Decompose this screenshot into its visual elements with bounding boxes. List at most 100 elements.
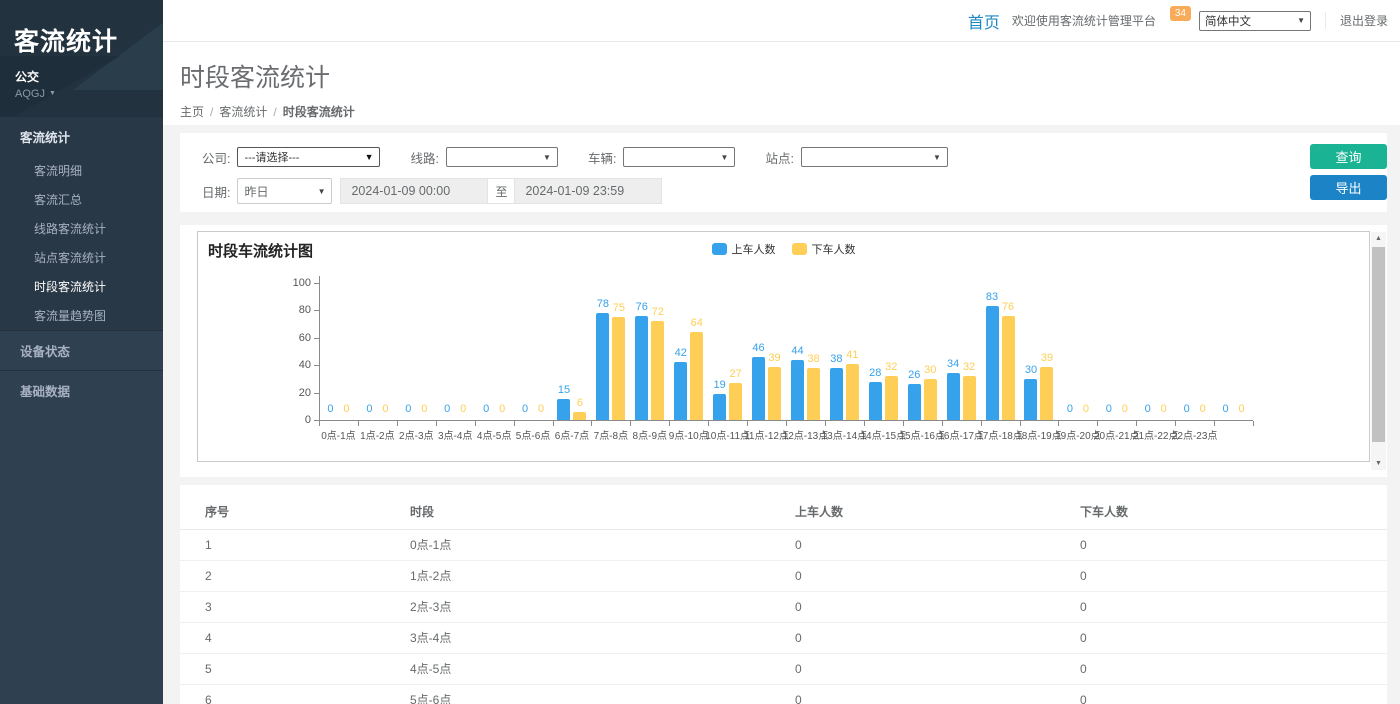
legend-item[interactable]: 下车人数 [791, 241, 856, 257]
x-category-label: 19点-20点 [1055, 431, 1101, 442]
sidebar-item[interactable]: 客流汇总 [0, 185, 163, 214]
chart-bar[interactable] [962, 376, 976, 420]
chart-bar[interactable] [768, 367, 782, 420]
chart-bar[interactable] [596, 313, 610, 420]
scroll-down-icon[interactable]: ▼ [1375, 460, 1382, 467]
company-select[interactable]: ---请选择--- ▼ [237, 147, 381, 167]
bar-value-label: 75 [612, 302, 625, 314]
chart-bar[interactable] [806, 368, 820, 420]
chart-bar[interactable] [713, 394, 727, 420]
date-to-label: 至 [488, 178, 515, 204]
legend-label: 下车人数 [811, 244, 856, 256]
chart-bar[interactable] [612, 317, 626, 420]
chart-bar[interactable] [907, 384, 921, 420]
chart-bar[interactable] [1001, 316, 1015, 420]
table-header-row: 序号 时段 上车人数 下车人数 [180, 495, 1387, 530]
bar-value-label: 32 [963, 361, 976, 373]
query-button[interactable]: 查询 [1310, 144, 1387, 169]
chart-bar[interactable] [557, 399, 571, 420]
bar-value-label: 0 [483, 403, 490, 415]
x-tick [708, 421, 710, 426]
date-preset-select[interactable]: 昨日 ▼ [237, 178, 333, 204]
bar-value-label: 27 [729, 368, 742, 380]
x-tick [474, 421, 476, 426]
x-tick [1253, 421, 1254, 426]
bar-value-label: 0 [1144, 403, 1151, 415]
x-category-label: 12点-13点 [782, 431, 829, 442]
chart-bar[interactable] [729, 383, 743, 420]
scroll-thumb[interactable] [1372, 247, 1385, 442]
sidebar-item[interactable]: 客流量趋势图 [0, 301, 163, 330]
x-category-label: 11点-12点 [744, 431, 789, 442]
chart-bar[interactable] [790, 360, 804, 420]
chart-bar[interactable] [829, 368, 843, 420]
page-header: 时段客流统计 主页 / 客流统计 / 时段客流统计 [163, 42, 1400, 125]
home-link[interactable]: 首页 [967, 14, 1000, 32]
chart-bar[interactable] [923, 379, 937, 420]
chart-bar[interactable] [690, 332, 704, 420]
chart-bar[interactable] [884, 376, 898, 420]
table-cell: 0点-1点 [410, 529, 795, 561]
chart-bar[interactable] [946, 373, 960, 420]
dropdown-arrow-icon: ▼ [364, 152, 374, 162]
chart-bar[interactable] [573, 412, 587, 420]
col-header: 下车人数 [1080, 495, 1387, 530]
table-cell: 0 [795, 653, 1080, 685]
bar-value-label: 38 [807, 353, 820, 365]
language-select[interactable]: 简体中文 ▼ [1198, 10, 1311, 31]
y-tick [314, 420, 319, 421]
table-row: 2 1点-2点 0 0 [180, 560, 1387, 592]
line-select[interactable]: ▼ [445, 147, 558, 167]
sidebar: 客流统计 公交 AQGJ ▼ 客流统计 客流明细 客流汇总 线路客流统计 站点客流统计 时段… [0, 0, 163, 704]
bar-value-label: 32 [885, 361, 898, 373]
chart-bar[interactable] [752, 357, 766, 420]
sidebar-item[interactable]: 客流明细 [0, 156, 163, 185]
y-tick [314, 392, 319, 394]
chart-scrollbar[interactable]: ▲ ▼ [1371, 232, 1386, 470]
sidebar-item[interactable]: 线路客流统计 [0, 214, 163, 243]
bar-value-label: 0 [327, 403, 334, 415]
vehicle-select[interactable]: ▼ [623, 147, 736, 167]
sidebar-section-0[interactable]: 客流统计 [0, 116, 163, 156]
x-category-label: 18点-19点 [1016, 431, 1062, 442]
sidebar-item[interactable]: 时段客流统计 [0, 272, 163, 301]
bar-value-label: 0 [1105, 403, 1112, 415]
chart-bar[interactable] [1024, 379, 1038, 420]
table-cell: 3点-4点 [410, 622, 795, 654]
breadcrumb-separator: / [210, 105, 214, 119]
bar-value-label: 64 [690, 317, 703, 329]
date-start-input[interactable]: 2024-01-09 00:00 [340, 178, 489, 204]
sidebar-section-1[interactable]: 设备状态 [0, 330, 163, 370]
chart-bar[interactable] [868, 382, 882, 420]
legend-item[interactable]: 上车人数 [711, 241, 776, 257]
chart-bar[interactable] [651, 321, 665, 420]
scroll-up-icon[interactable]: ▲ [1375, 235, 1382, 242]
date-end-input[interactable]: 2024-01-09 23:59 [514, 178, 663, 204]
sidebar-item[interactable]: 站点客流统计 [0, 243, 163, 272]
table-cell: 5点-6点 [410, 684, 795, 704]
org-dropdown[interactable]: AQGJ ▼ [0, 85, 163, 100]
bar-value-label: 0 [1183, 403, 1190, 415]
filter-row-1: 公司: ---请选择--- ▼ 线路: ▼ 车辆: ▼ 站点 [202, 146, 1387, 168]
bar-value-label: 0 [1222, 403, 1229, 415]
sidebar-section-2[interactable]: 基础数据 [0, 370, 163, 410]
chart-bar[interactable] [845, 364, 859, 420]
bar-value-label: 83 [985, 291, 999, 303]
bar-value-label: 46 [752, 342, 765, 354]
chart-bar[interactable] [674, 362, 688, 420]
logout-link[interactable]: 退出登录 [1324, 12, 1388, 29]
x-tick [980, 421, 982, 426]
sidebar-logo-area: 客流统计 公交 AQGJ ▼ [0, 0, 163, 116]
chart-bar[interactable] [635, 316, 649, 420]
chart-bar[interactable] [985, 306, 999, 420]
breadcrumb-link[interactable]: 客流统计 [219, 105, 268, 119]
chart-bar[interactable] [1040, 367, 1054, 420]
notification-badge[interactable]: 34 [1169, 6, 1191, 21]
export-button[interactable]: 导出 [1310, 175, 1387, 200]
x-tick [357, 421, 359, 426]
chevron-down-icon: ▼ [317, 186, 326, 196]
y-tick [314, 337, 319, 339]
station-select[interactable]: ▼ [800, 147, 948, 167]
breadcrumb-link[interactable]: 主页 [180, 105, 205, 119]
x-tick [591, 421, 593, 426]
